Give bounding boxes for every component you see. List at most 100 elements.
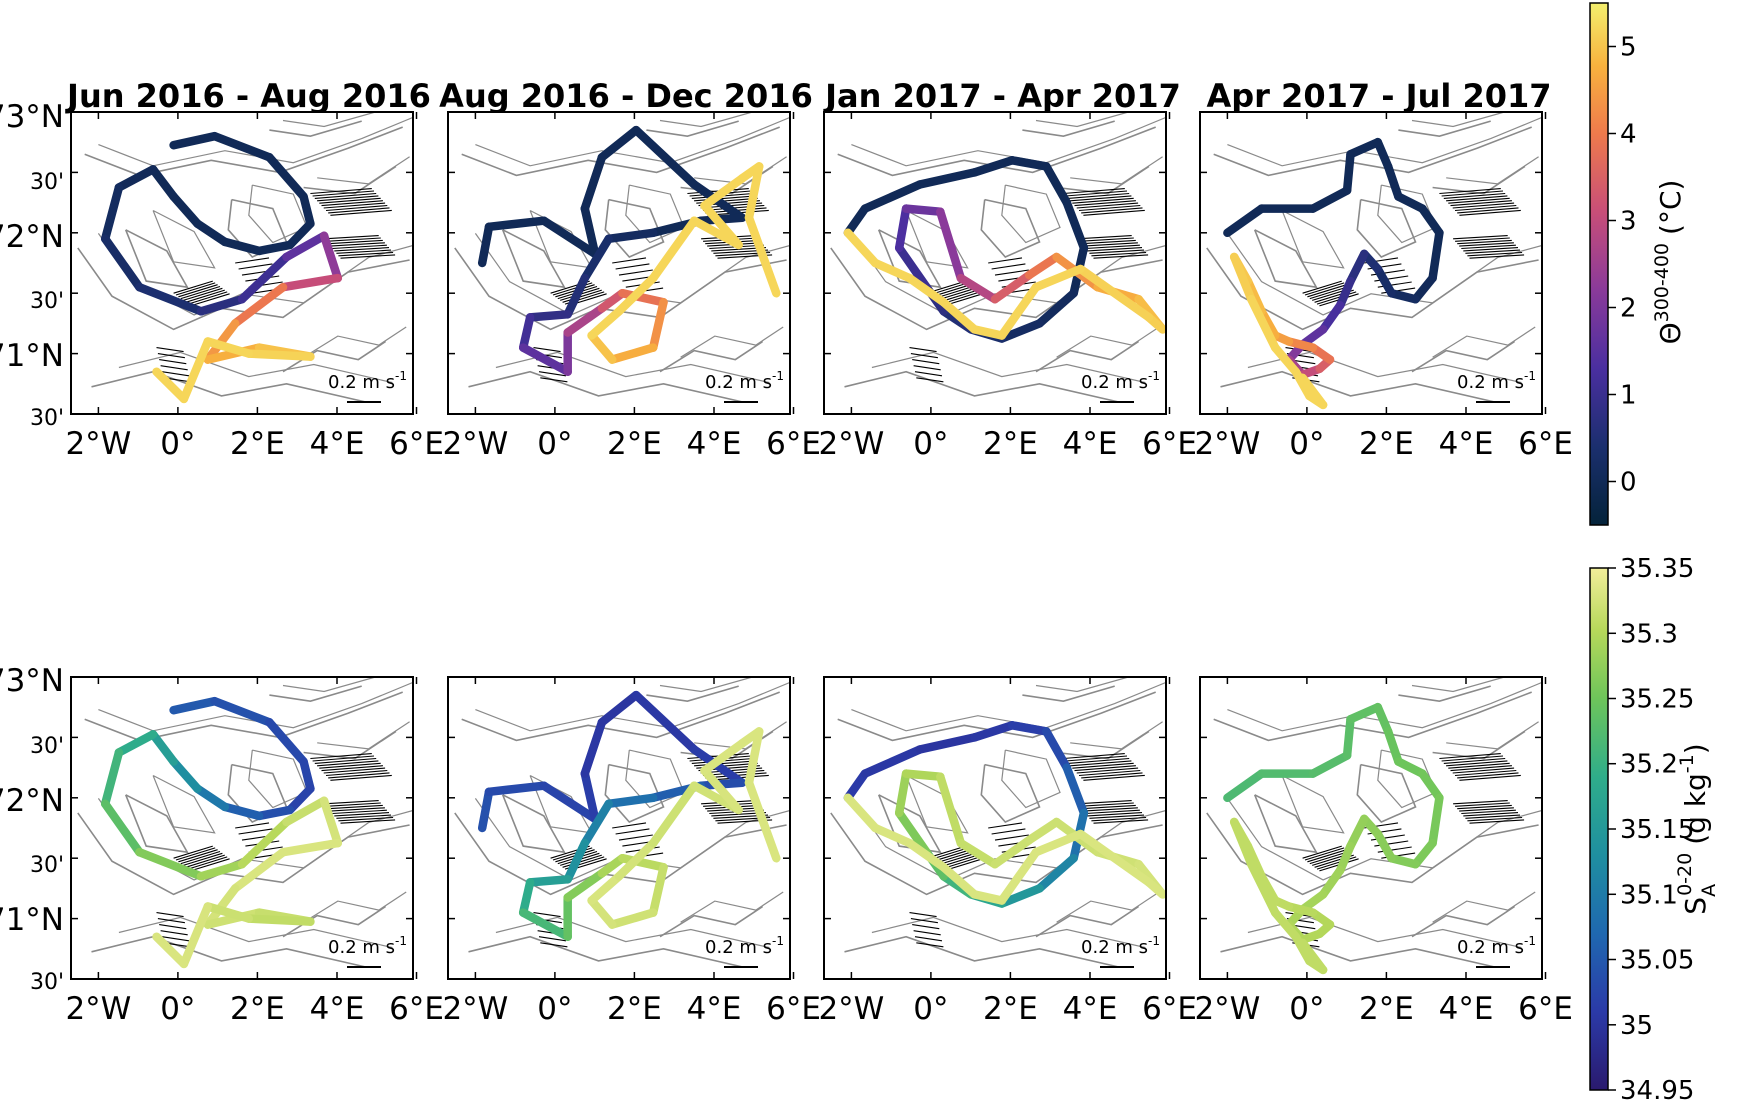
x-tick-label: 2°E <box>983 426 1038 462</box>
bathymetry-contour <box>1281 209 1345 269</box>
bathymetry-contour <box>659 112 753 128</box>
bathymetry-contour <box>1035 677 1129 693</box>
velocity-vector <box>994 269 1029 276</box>
velocity-vector <box>1467 251 1523 257</box>
velocity-vector <box>338 816 394 822</box>
colorbar-tick-label: 35.2 <box>1620 750 1678 780</box>
bathymetry-contour <box>1377 749 1437 809</box>
colorbar-tick-label: 35.3 <box>1620 619 1678 649</box>
velocity-vector <box>1446 760 1508 767</box>
bathymetry-contour <box>461 126 780 177</box>
bathymetry-contour <box>1213 126 1532 177</box>
velocity-vector <box>562 854 602 868</box>
glider-track-segment <box>114 730 158 757</box>
x-tick-label: 2°W <box>65 426 131 462</box>
bathymetry-contour <box>1356 763 1417 823</box>
glider-track-segment <box>1007 156 1051 171</box>
glider-track-segment <box>278 838 343 857</box>
bathymetry-contour <box>475 681 790 732</box>
velocity-vector <box>175 847 216 861</box>
velocity-vector <box>238 828 273 835</box>
glider-track-segment <box>894 243 931 292</box>
glider-track-segment <box>905 838 948 872</box>
velocity-vector <box>324 800 379 805</box>
bathymetry-contour <box>124 229 189 289</box>
velocity-vector <box>317 760 379 767</box>
velocity-vector <box>1454 769 1517 777</box>
velocity-vector <box>1448 197 1510 204</box>
velocity-vector <box>1463 247 1519 252</box>
glider-track-segment <box>282 231 329 262</box>
bathymetry-contour <box>604 763 665 823</box>
bathymetry-contour <box>1213 691 1532 742</box>
map-panel-content <box>454 677 790 968</box>
map-panel-r2-c3: 0.2 m s-1 <box>823 676 1171 980</box>
glider-track-segment <box>169 696 219 715</box>
x-tick-labels: 2°W 0° 2°E 4°E 6°E2°W 0° 2°E 4°E 6°E2°W 0° 2°E 4°E 6… <box>65 426 1572 1027</box>
glider-track-segment <box>1318 866 1345 899</box>
velocity-vector <box>1450 765 1512 772</box>
velocity-vector <box>1089 814 1145 819</box>
velocity-vector <box>540 942 568 948</box>
colorbar-thermal <box>1589 2 1609 526</box>
velocity-vector <box>1072 762 1134 769</box>
glider-track-segment <box>618 288 668 307</box>
velocity-vector <box>1091 251 1147 257</box>
glider-track-segment <box>580 799 613 848</box>
glider-track-segment <box>1373 829 1396 863</box>
x-tick-label: 4°E <box>1439 426 1494 462</box>
velocity-vector <box>1309 850 1350 865</box>
x-tick-label: 4°E <box>1439 991 1494 1027</box>
velocity-vector <box>321 765 383 772</box>
velocity-vector <box>330 807 385 812</box>
colorbar-tick-label: 35.35 <box>1620 554 1694 584</box>
bathymetry-contour <box>905 774 969 834</box>
glider-track-segment <box>1308 186 1352 213</box>
velocity-vector <box>1087 812 1143 817</box>
bathymetry-contour <box>1035 340 1140 373</box>
velocity-vector <box>1067 757 1130 764</box>
map-panel-r1-c3: 0.2 m s-1 <box>823 111 1171 415</box>
velocity-vector <box>1309 285 1350 300</box>
velocity-vector <box>319 762 381 769</box>
velocity-vector <box>988 257 1023 264</box>
glider-track-segment <box>563 869 607 902</box>
velocity-vector <box>1465 249 1521 254</box>
velocity-vector <box>991 263 1026 270</box>
velocity-vector <box>183 852 223 866</box>
velocity-vector <box>323 202 386 209</box>
velocity-vector <box>238 263 273 270</box>
glider-track-segment <box>871 258 914 283</box>
bathymetry-contour <box>1377 184 1437 244</box>
velocity-vector <box>1461 244 1516 250</box>
velocity-vector <box>1459 242 1514 247</box>
velocity-vector <box>694 760 756 767</box>
velocity-vector <box>1459 774 1521 781</box>
glider-track-segment <box>299 757 315 793</box>
velocity-vector <box>1316 856 1357 870</box>
colorbar-tick-label: 35.05 <box>1620 946 1694 976</box>
velocity-vector <box>1316 291 1357 305</box>
glider-track-segment <box>196 294 247 316</box>
colorbar-haline-label: SA0-20(g kg-1) <box>1674 743 1720 914</box>
velocity-vector <box>1081 804 1136 810</box>
scale-bar-label: 0.2 m s-1 <box>705 934 784 958</box>
colorbar-haline-ticks: 34.95 35 35.05 35.1 35.15 35.2 35.25 35.3 35.35 <box>1608 554 1694 1102</box>
x-tick-label: 0° <box>1289 426 1324 462</box>
glider-track-segment <box>597 125 641 162</box>
bathymetry-contour <box>659 905 764 938</box>
bathymetry-contour <box>1226 233 1542 316</box>
map-panel-frame <box>1199 111 1543 415</box>
glider-track-segment <box>1373 137 1393 171</box>
glider-track-segment <box>230 847 288 893</box>
bathymetry-contour <box>1398 685 1491 703</box>
bathymetry-contour <box>317 721 410 750</box>
velocity-vector <box>190 858 230 872</box>
velocity-vector <box>533 912 561 918</box>
glider-track-segment <box>990 835 1034 869</box>
y-tick-30-c-bottom: 30' <box>30 970 64 995</box>
bathymetry-contour <box>850 798 1166 881</box>
glider-track-segment <box>169 192 202 228</box>
colorbar-tick-label: 1 <box>1620 381 1637 411</box>
bathymetry-contour <box>659 677 753 693</box>
